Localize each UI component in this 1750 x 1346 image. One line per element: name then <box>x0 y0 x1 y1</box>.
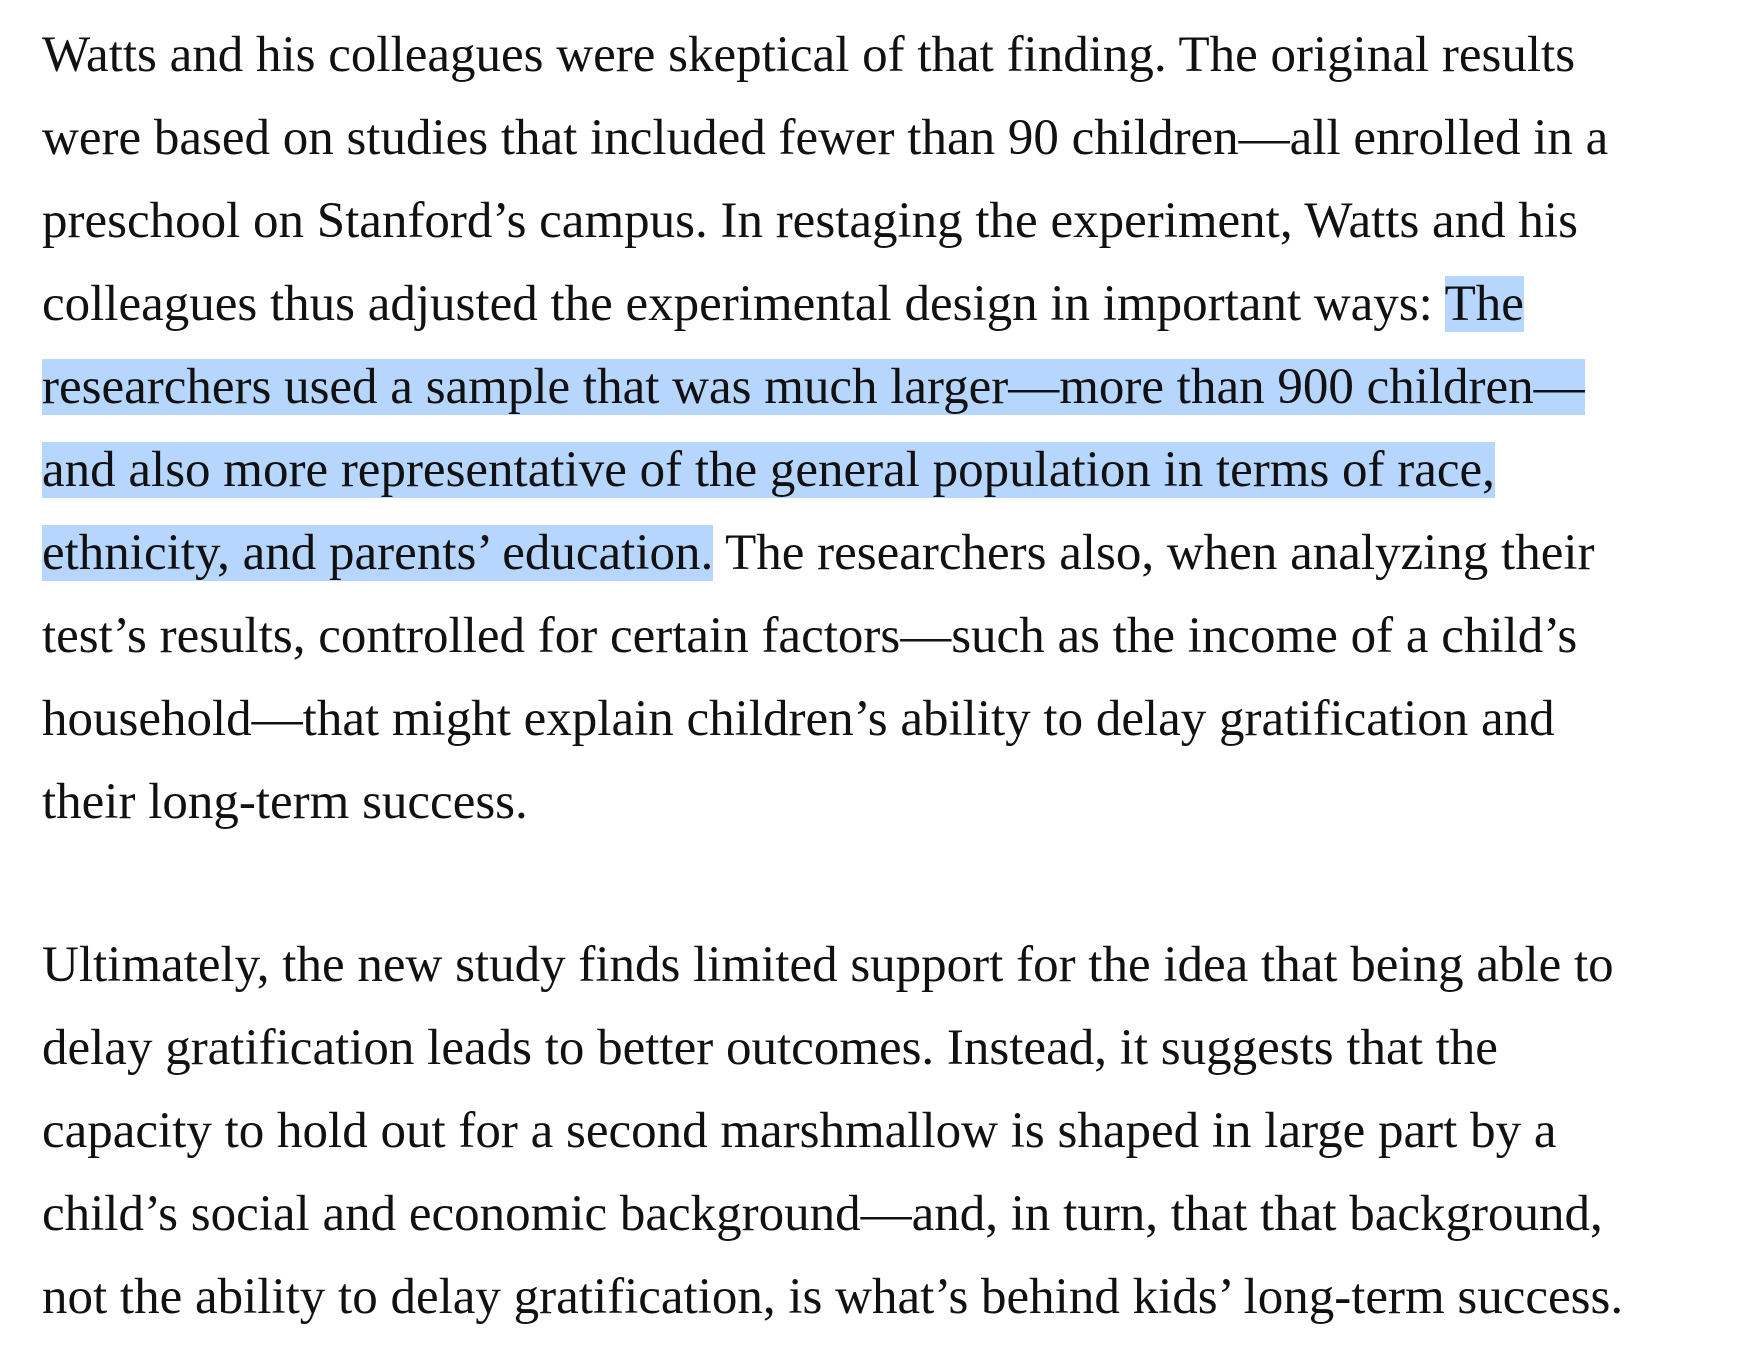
text-line: delay gratification leads to better outc… <box>42 1020 1498 1076</box>
text-line: colleagues thus adjusted the experimenta… <box>42 263 1742 346</box>
text-line-plain: The researchers also, when analyzing the… <box>713 525 1595 581</box>
article-body: Watts and his colleagues were skeptical … <box>42 14 1742 1339</box>
text-line: capacity to hold out for a second marshm… <box>42 1103 1557 1159</box>
text-line: and also more representative of the gene… <box>42 429 1742 512</box>
text-line: Ultimately, the new study finds limited … <box>42 937 1614 993</box>
selected-text[interactable]: and also more representative of the gene… <box>42 442 1495 498</box>
text-line: their long-term success. <box>42 774 528 830</box>
selected-text[interactable]: researchers used a sample that was much … <box>42 359 1585 415</box>
selected-text[interactable]: ethnicity, and parents’ education. <box>42 525 714 581</box>
selected-text[interactable]: The <box>1444 276 1524 332</box>
text-line: not the ability to delay gratification, … <box>42 1269 1624 1325</box>
text-line: ethnicity, and parents’ education. The r… <box>42 512 1742 595</box>
text-line: preschool on Stanford’s campus. In resta… <box>42 193 1578 249</box>
text-line: child’s social and economic background—a… <box>42 1186 1603 1242</box>
paragraph-study-design[interactable]: Watts and his colleagues were skeptical … <box>42 14 1742 844</box>
text-line: researchers used a sample that was much … <box>42 346 1742 429</box>
text-line: test’s results, controlled for certain f… <box>42 608 1578 664</box>
text-line: household—that might explain children’s … <box>42 691 1555 747</box>
text-line: Watts and his colleagues were skeptical … <box>42 27 1576 83</box>
paragraph-spacer <box>42 844 1742 924</box>
text-line-plain: colleagues thus adjusted the experimenta… <box>42 276 1445 332</box>
text-line: were based on studies that included fewe… <box>42 110 1609 166</box>
paragraph-conclusion[interactable]: Ultimately, the new study finds limited … <box>42 924 1742 1339</box>
